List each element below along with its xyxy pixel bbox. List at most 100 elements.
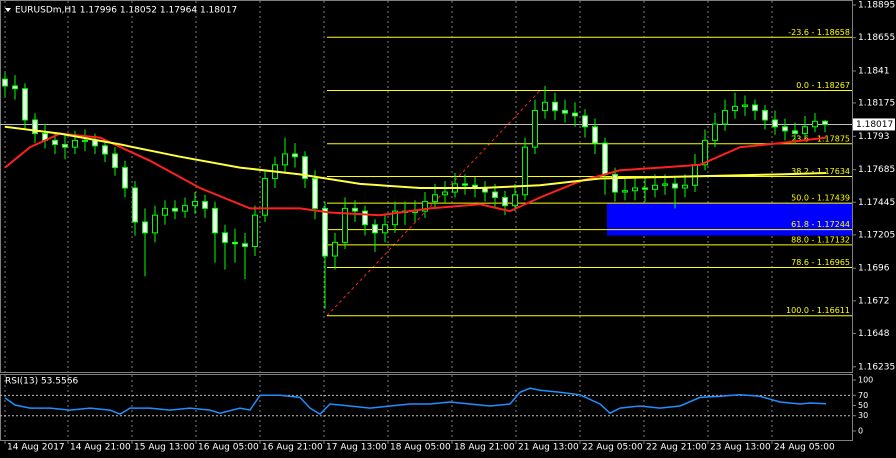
fib-trend-line bbox=[326, 90, 541, 317]
candle-body bbox=[782, 126, 788, 132]
candle-body bbox=[262, 177, 268, 216]
y-tick-label: 1.17685 bbox=[858, 165, 895, 175]
candle-body bbox=[632, 187, 638, 192]
candle-body bbox=[2, 78, 8, 87]
y-tick-label: 1.17445 bbox=[858, 198, 895, 208]
y-tick-label: 1.1648 bbox=[858, 329, 890, 339]
candle-body bbox=[592, 126, 598, 144]
candle-body bbox=[212, 207, 218, 234]
rsi-tick-label: 50 bbox=[858, 401, 868, 410]
candle-body bbox=[462, 183, 468, 186]
y-tick-label: 1.1841 bbox=[858, 66, 890, 76]
candle-body bbox=[432, 194, 438, 203]
y-tick-label: 1.1672 bbox=[858, 296, 890, 306]
candle-body bbox=[52, 139, 58, 145]
y-tick-label: 1.18655 bbox=[858, 33, 895, 43]
candle-body bbox=[32, 119, 38, 135]
candle-body bbox=[722, 109, 728, 125]
rsi-tick-label: 30 bbox=[858, 411, 868, 420]
fib-label: 78.6 - 1.16965 bbox=[791, 258, 850, 267]
candle-body bbox=[822, 120, 828, 125]
candle-body bbox=[422, 201, 428, 212]
candle-body bbox=[662, 183, 668, 186]
rsi-tick-label: 100 bbox=[858, 376, 873, 385]
candle-body bbox=[762, 109, 768, 121]
moving-average bbox=[4, 125, 827, 189]
candle-body bbox=[652, 184, 658, 190]
candle-body bbox=[152, 214, 158, 234]
candle-body bbox=[552, 101, 558, 111]
candle-body bbox=[222, 232, 228, 243]
candle-body bbox=[612, 173, 618, 193]
candle-body bbox=[392, 210, 398, 226]
candle-body bbox=[562, 109, 568, 114]
candle-body bbox=[372, 224, 378, 234]
candle-body bbox=[812, 120, 818, 128]
candle-body bbox=[122, 167, 128, 189]
candle-body bbox=[502, 196, 508, 207]
candle-body bbox=[162, 207, 168, 216]
candle-body bbox=[12, 85, 18, 90]
candle-body bbox=[182, 205, 188, 212]
candle-body bbox=[302, 156, 308, 179]
x-tick-label: 16 Aug 05:00 bbox=[198, 443, 259, 453]
candle-body bbox=[692, 164, 698, 186]
y-tick-label: 1.17205 bbox=[858, 230, 895, 240]
candle-body bbox=[442, 191, 448, 196]
x-tick-label: 14 Aug 2017 bbox=[7, 443, 65, 453]
candle-body bbox=[492, 191, 498, 198]
candle-body bbox=[292, 153, 298, 158]
fib-label: 50.0 - 1.17439 bbox=[791, 194, 850, 203]
rsi-line bbox=[4, 387, 827, 416]
fib-label: 0.0 - 1.18267 bbox=[796, 81, 850, 90]
candle-body bbox=[512, 194, 518, 207]
fib-label: 88.0 - 1.17132 bbox=[791, 235, 850, 244]
x-tick-label: 24 Aug 05:00 bbox=[774, 443, 835, 453]
x-tick-label: 16 Aug 21:00 bbox=[262, 443, 323, 453]
candle-body bbox=[232, 241, 238, 245]
candle-body bbox=[522, 146, 528, 196]
candle-body bbox=[312, 177, 318, 209]
rsi-panel bbox=[0, 374, 853, 441]
rsi-tick-label: 0 bbox=[858, 427, 863, 436]
x-tick-label: 22 Aug 05:00 bbox=[582, 443, 643, 453]
candle-body bbox=[362, 210, 368, 226]
x-tick-label: 15 Aug 13:00 bbox=[134, 443, 195, 453]
candle-body bbox=[252, 214, 258, 247]
candle-body bbox=[382, 224, 388, 234]
candle-body bbox=[602, 142, 608, 175]
candle-body bbox=[792, 130, 798, 135]
candle-body bbox=[22, 88, 28, 121]
candle-body bbox=[642, 187, 648, 190]
y-tick-label: 1.18895 bbox=[858, 1, 895, 11]
candle-body bbox=[712, 123, 718, 141]
x-tick-label: 18 Aug 05:00 bbox=[390, 443, 451, 453]
fib-label: -23.6 - 1.18658 bbox=[788, 28, 850, 37]
y-tick-label: 1.1696 bbox=[858, 264, 890, 274]
candle-body bbox=[742, 104, 748, 107]
candle-body bbox=[112, 153, 118, 169]
candle-body bbox=[72, 139, 78, 148]
candle-body bbox=[342, 207, 348, 243]
candle-body bbox=[142, 221, 148, 234]
candle-body bbox=[572, 112, 578, 117]
y-tick-label: 1.18175 bbox=[858, 98, 895, 108]
x-tick-label: 21 Aug 13:00 bbox=[518, 443, 579, 453]
candle-body bbox=[772, 119, 778, 128]
candle-body bbox=[332, 241, 338, 257]
candle-body bbox=[682, 184, 688, 189]
candle-body bbox=[672, 183, 678, 189]
moving-average bbox=[4, 132, 827, 217]
candle-body bbox=[172, 207, 178, 212]
candle-body bbox=[582, 115, 588, 128]
candle-body bbox=[732, 105, 738, 111]
rsi-tick-label: 70 bbox=[858, 391, 868, 400]
chart-title: EURUSDm,H1 1.17996 1.18052 1.17964 1.180… bbox=[15, 6, 237, 16]
candle-body bbox=[352, 207, 358, 212]
candle-body bbox=[622, 190, 628, 193]
current-price-label: 1.18017 bbox=[856, 120, 893, 130]
x-tick-label: 18 Aug 21:00 bbox=[454, 443, 515, 453]
x-tick-label: 14 Aug 21:00 bbox=[70, 443, 131, 453]
x-tick-label: 23 Aug 13:00 bbox=[710, 443, 771, 453]
